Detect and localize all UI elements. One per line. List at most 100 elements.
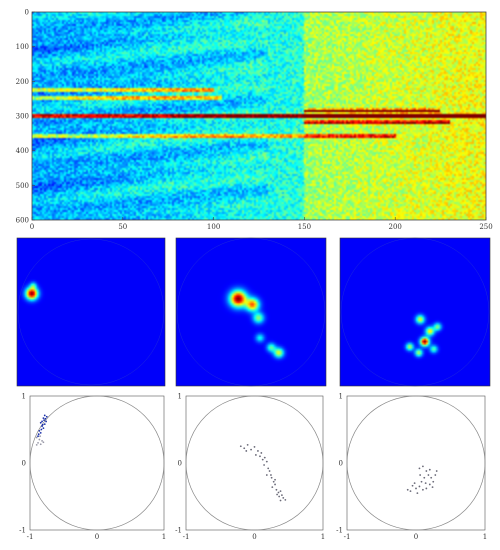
x-tick-label: 150 [298,223,311,231]
y-tick-label: 300 [16,113,29,121]
scatter-point [38,438,41,441]
scatter-point [271,486,274,489]
unit-circle-2 [185,395,324,531]
y-tick-label: 0 [25,9,29,17]
scatter-point [415,487,417,490]
scatter-point [282,496,285,499]
scatter-point [270,476,273,479]
disk-heatmap-1 [17,238,165,386]
x-tick-label: 200 [389,223,402,231]
scatter-point [276,493,279,496]
scatter-point [431,486,434,489]
spectrogram-image [32,12,486,220]
scatter-point [427,474,430,476]
scatter-point [409,490,412,493]
y-tick-label: 1 [22,393,26,401]
scatter-point [279,490,282,493]
scatter-point [422,465,424,468]
scatter-point [413,482,416,484]
scatter-point [268,470,271,472]
scatter-point [418,485,421,488]
disk-frame-3 [339,237,491,387]
scatter-point [245,450,248,452]
x-tick-label: 0 [414,533,418,541]
scatter-point [41,425,43,428]
disk-frame-1 [16,237,166,387]
scatter-point [243,447,246,450]
scatter-point [422,488,424,491]
scatter-point [44,417,47,420]
scatter-point [41,439,43,442]
scatter-point [38,429,41,432]
scatter-point [260,452,263,454]
scatter-point [281,494,283,497]
scatter-point [274,483,276,486]
scatter-point [270,474,272,476]
scatter-point [41,420,43,423]
x-tick-label: 50 [118,223,127,231]
scatter-point [253,446,256,448]
x-tick-label: 100 [207,223,220,231]
y-tick-label: 0 [178,460,182,468]
x-tick-label: 1 [162,533,166,541]
scatter-point [39,443,42,446]
scatter-point [275,488,278,491]
scatter-point [423,476,426,479]
scatter-point [279,499,282,502]
scatter-point [261,458,264,461]
scatter-point [39,431,42,434]
scatter-point [424,482,427,484]
scatter-point [284,498,287,501]
scatter-point [274,478,276,481]
scatter-point [418,467,421,470]
x-tick-label: -1 [183,533,190,541]
scatter-point [39,421,42,424]
scatter-point [40,428,43,431]
scatter-point [43,419,45,422]
scatter-point [254,454,257,456]
scatter-point [35,436,38,439]
x-tick-label: 250 [479,223,492,231]
y-tick-label: 600 [16,217,29,225]
scatter-frame-3 [346,395,486,531]
scatter-point [41,423,44,426]
scatter-point [37,435,39,438]
scatter-point [263,456,266,459]
x-tick-label: -1 [344,533,351,541]
scatter-point [39,435,41,438]
y-tick-label: 1 [178,393,182,401]
scatter-point [43,423,46,426]
scatter-point [425,470,428,472]
scatter-point [432,480,435,483]
scatter-point [411,484,414,487]
scatter-point [35,444,38,446]
y-tick-label: -1 [175,527,182,535]
scatter-frame-1 [29,395,165,531]
scatter-point [428,468,431,471]
y-tick-label: 400 [16,147,29,155]
disk-heatmap-2 [176,238,326,386]
x-tick-label: 1 [321,533,325,541]
scatter-point [434,474,437,476]
scatter-point [45,420,47,423]
scatter-point [425,487,428,490]
scatter-point [435,470,438,472]
disk-frame-2 [175,237,327,387]
scatter-point [42,441,45,444]
scatter-frame-2 [185,395,324,531]
y-tick-label: 0 [339,460,343,468]
scatter-point [246,444,249,446]
scatter-point [263,464,265,466]
scatter-point [37,433,40,436]
y-tick-label: -1 [19,527,26,535]
scatter-point [406,488,409,491]
x-tick-label: -1 [27,533,34,541]
scatter-point [257,450,259,452]
scatter-point [42,417,45,420]
y-tick-label: 500 [16,182,29,190]
y-tick-label: 0 [22,460,26,468]
x-tick-label: 0 [95,533,99,541]
scatter-point [265,460,268,463]
scatter-point [267,467,270,470]
x-tick-label: 1 [483,533,487,541]
